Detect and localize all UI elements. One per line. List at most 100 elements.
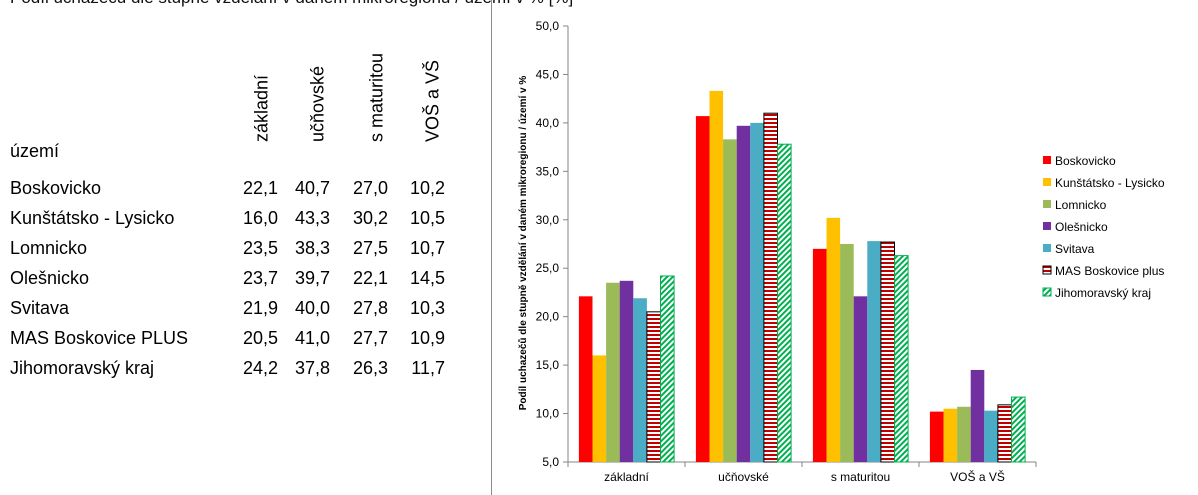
table-cell: 39,7 bbox=[294, 268, 330, 288]
row-label: MAS Boskovice PLUS bbox=[10, 328, 189, 348]
row-label: Lomnicko bbox=[10, 238, 88, 258]
y-tick-label: 10,0 bbox=[536, 407, 560, 421]
bar bbox=[929, 411, 944, 462]
bar bbox=[867, 241, 881, 462]
bar bbox=[606, 282, 620, 462]
legend-label: Kunštátsko - Lysicko bbox=[1055, 176, 1165, 190]
bar bbox=[894, 255, 909, 463]
chart-container: Podíl uchazečů dle stupně vzdělání v dan… bbox=[491, 0, 1198, 495]
y-tick-label: 50,0 bbox=[536, 19, 560, 33]
y-tick-label: 20,0 bbox=[536, 310, 560, 324]
column-header: základní bbox=[247, 10, 277, 142]
legend-label: Boskovicko bbox=[1055, 154, 1116, 168]
table-cell: 10,2 bbox=[409, 178, 445, 198]
column-header-label: s maturitou bbox=[366, 52, 387, 142]
y-tick-label: 5,0 bbox=[542, 455, 559, 469]
table-cell: 22,1 bbox=[242, 178, 278, 198]
table-cell: 23,5 bbox=[242, 238, 278, 258]
table-cell: 26,3 bbox=[352, 358, 388, 378]
y-tick-label: 40,0 bbox=[536, 116, 560, 130]
row-header: území bbox=[10, 141, 60, 161]
bar bbox=[853, 296, 868, 462]
table-cell: 23,7 bbox=[242, 268, 278, 288]
y-tick-label: 45,0 bbox=[536, 67, 560, 81]
bar bbox=[880, 241, 895, 463]
x-tick-label: s maturitou bbox=[831, 470, 890, 484]
table-cell: 41,0 bbox=[294, 328, 330, 348]
column-header: VOŠ a VŠ bbox=[418, 10, 448, 142]
legend-label: Lomnicko bbox=[1055, 198, 1107, 212]
clipped-heading: Podíl uchazečů dle stupně vzdělání v dan… bbox=[10, 0, 573, 8]
table-cell: 20,5 bbox=[242, 328, 278, 348]
row-label: Jihomoravský kraj bbox=[10, 358, 155, 378]
bar bbox=[695, 116, 710, 463]
table-cell: 30,2 bbox=[352, 208, 388, 228]
table-cell: 37,8 bbox=[294, 358, 330, 378]
column-header-label: učňovské bbox=[307, 65, 328, 142]
table-cell: 40,7 bbox=[294, 178, 330, 198]
table-cell: 27,7 bbox=[352, 328, 388, 348]
legend-swatch bbox=[1043, 156, 1051, 164]
bar bbox=[633, 298, 647, 462]
legend-label: Svitava bbox=[1055, 242, 1095, 256]
legend-swatch bbox=[1042, 287, 1052, 297]
bar bbox=[943, 408, 958, 462]
y-tick-label: 15,0 bbox=[536, 358, 560, 372]
bar bbox=[826, 217, 841, 462]
table-cell: 38,3 bbox=[294, 238, 330, 258]
legend-swatch bbox=[1042, 265, 1052, 275]
bar bbox=[750, 122, 764, 462]
data-table: základní učňovské s maturitou VOŠ a VŠ ú… bbox=[0, 0, 470, 493]
column-header: učňovské bbox=[303, 10, 333, 142]
bar bbox=[957, 406, 971, 462]
column-header-label: základní bbox=[251, 74, 272, 142]
table-cell: 22,1 bbox=[352, 268, 388, 288]
legend-label: Jihomoravský kraj bbox=[1055, 286, 1151, 300]
bar bbox=[763, 112, 778, 463]
column-header-label: VOŠ a VŠ bbox=[422, 59, 443, 142]
table-cell: 10,9 bbox=[409, 328, 445, 348]
x-tick-label: učňovské bbox=[718, 470, 769, 484]
bar bbox=[997, 404, 1012, 463]
table-cell: 11,7 bbox=[411, 358, 445, 378]
bar bbox=[970, 369, 985, 462]
y-axis-label: Podíl uchazečů dle stupně vzdělání v dan… bbox=[517, 76, 529, 411]
legend-swatch bbox=[1043, 178, 1051, 186]
table-cell: 40,0 bbox=[294, 298, 330, 318]
column-header: s maturitou bbox=[362, 10, 392, 142]
table-cell: 10,7 bbox=[409, 238, 445, 258]
bar bbox=[736, 125, 751, 462]
legend-label: Olešnicko bbox=[1055, 220, 1108, 234]
bar bbox=[812, 248, 827, 462]
y-tick-label: 25,0 bbox=[536, 261, 560, 275]
y-tick-label: 30,0 bbox=[536, 213, 560, 227]
x-tick-label: základní bbox=[604, 470, 649, 484]
table-cell: 43,3 bbox=[294, 208, 330, 228]
table-cell: 10,3 bbox=[409, 298, 445, 318]
table-cell: 10,5 bbox=[409, 208, 445, 228]
row-label: Olešnicko bbox=[10, 268, 90, 288]
table-cell: 27,5 bbox=[352, 238, 388, 258]
bar bbox=[840, 244, 854, 462]
table-cell: 27,8 bbox=[352, 298, 388, 318]
x-tick-label: VOŠ a VŠ bbox=[950, 469, 1005, 484]
bar bbox=[984, 410, 998, 462]
legend-label: MAS Boskovice plus bbox=[1055, 264, 1164, 278]
row-label: Svitava bbox=[10, 298, 70, 318]
legend-swatch bbox=[1043, 244, 1051, 252]
bar bbox=[777, 143, 792, 463]
row-label: Boskovicko bbox=[10, 178, 102, 198]
bar bbox=[1011, 396, 1026, 463]
bar bbox=[592, 355, 607, 462]
bar bbox=[723, 139, 737, 463]
bar-chart: Podíl uchazečů dle stupně vzdělání v dan… bbox=[517, 19, 1165, 484]
y-tick-label: 35,0 bbox=[536, 164, 560, 178]
bar bbox=[619, 280, 634, 462]
bar bbox=[646, 311, 661, 463]
legend-swatch bbox=[1043, 200, 1051, 208]
table-cell: 16,0 bbox=[242, 208, 278, 228]
table-cell: 27,0 bbox=[352, 178, 388, 198]
row-label: Kunštátsko - Lysicko bbox=[10, 208, 175, 228]
bar bbox=[660, 275, 675, 463]
table-cell: 14,5 bbox=[409, 268, 445, 288]
